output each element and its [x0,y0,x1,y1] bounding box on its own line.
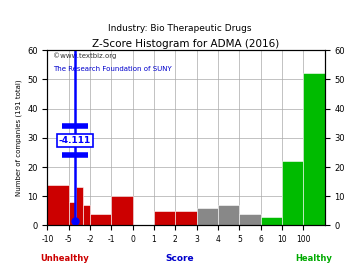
Title: Z-Score Histogram for ADMA (2016): Z-Score Histogram for ADMA (2016) [93,39,280,49]
Bar [282,161,303,225]
Bar [303,73,325,225]
Bar [69,202,76,225]
Text: Unhealthy: Unhealthy [40,254,89,263]
Bar [111,196,133,225]
Bar [76,187,83,225]
Y-axis label: Number of companies (191 total): Number of companies (191 total) [15,79,22,196]
Bar [261,217,282,225]
Bar [83,205,90,225]
Text: ©www.textbiz.org: ©www.textbiz.org [53,52,116,59]
Bar [239,214,261,225]
Bar [90,214,111,225]
Text: -4.111: -4.111 [59,136,91,145]
Text: Score: Score [166,254,194,263]
Text: Healthy: Healthy [295,254,332,263]
Bar [154,211,175,225]
Text: Industry: Bio Therapeutic Drugs: Industry: Bio Therapeutic Drugs [108,24,252,33]
Bar [218,205,239,225]
Bar [48,185,69,225]
Bar [197,208,218,225]
Bar [175,211,197,225]
Text: The Research Foundation of SUNY: The Research Foundation of SUNY [53,66,172,72]
